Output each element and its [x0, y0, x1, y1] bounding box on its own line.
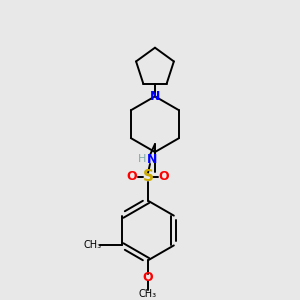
- Text: H: H: [138, 154, 146, 164]
- Text: O: O: [127, 170, 137, 183]
- Text: O: O: [143, 271, 153, 284]
- Text: CH₃: CH₃: [139, 289, 157, 299]
- Text: S: S: [142, 169, 154, 184]
- Text: N: N: [150, 90, 160, 103]
- Text: N: N: [147, 154, 157, 166]
- Text: O: O: [159, 170, 169, 183]
- Text: CH₃: CH₃: [83, 240, 101, 250]
